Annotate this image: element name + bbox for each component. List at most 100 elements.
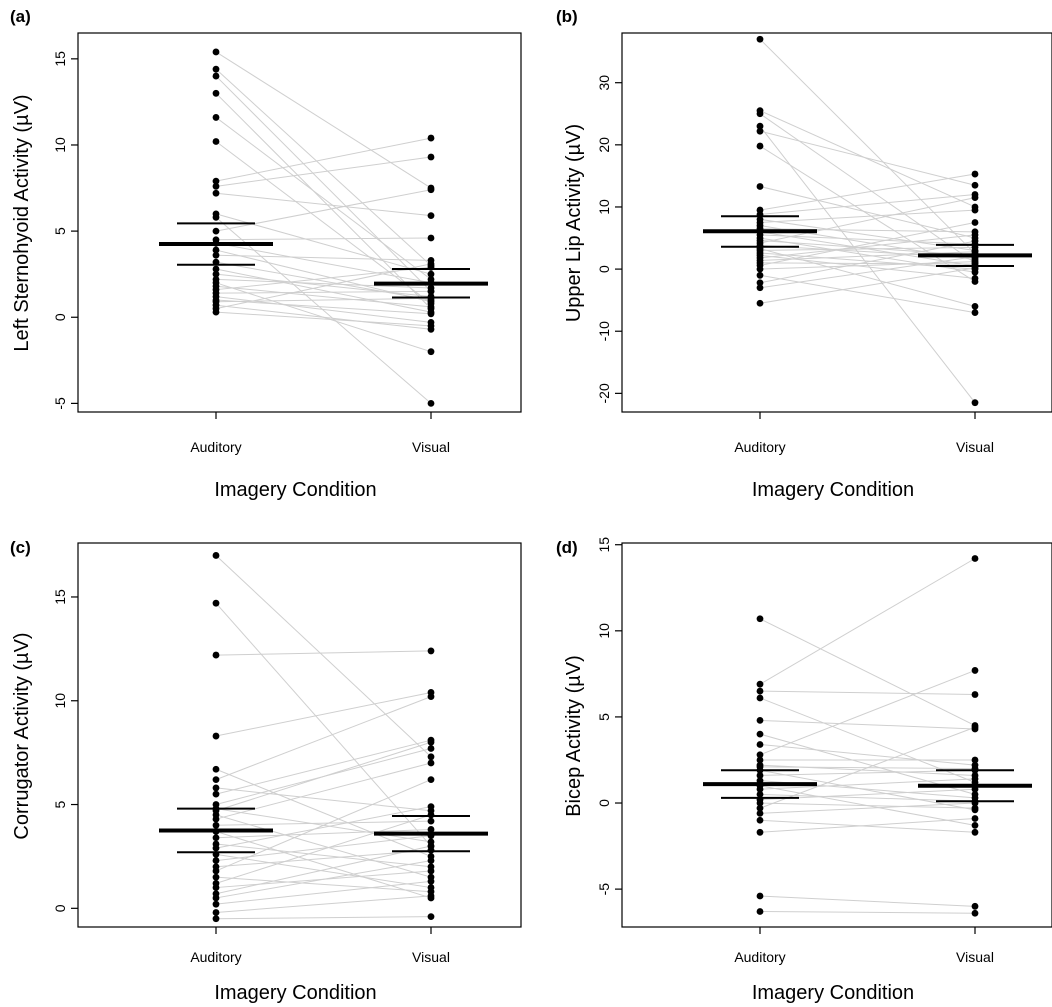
data-point-auditory	[756, 751, 764, 759]
data-point-auditory	[756, 142, 764, 150]
pair-line	[215, 691, 432, 737]
data-point-auditory	[756, 799, 764, 807]
data-point-visual	[427, 826, 435, 833]
pair-line	[759, 743, 976, 766]
pair-line	[759, 251, 976, 261]
pair-line	[215, 787, 432, 812]
data-point-visual	[427, 759, 435, 767]
data-point-visual	[971, 828, 979, 836]
data-point-auditory	[212, 909, 220, 916]
data-point-visual	[971, 804, 979, 812]
pair-line	[215, 311, 432, 327]
data-point-auditory	[756, 791, 764, 798]
pair-line	[215, 51, 432, 189]
data-point-auditory	[756, 785, 764, 793]
x-axis-title: Imagery Condition	[214, 479, 376, 501]
y-tick-label: 0	[52, 904, 68, 912]
data-point-auditory	[212, 114, 220, 121]
y-tick-label: 20	[596, 137, 612, 153]
pair-line	[215, 156, 432, 187]
x-tick-label-auditory: Auditory	[734, 439, 785, 455]
data-point-auditory	[212, 308, 220, 316]
y-tick-label: 5	[52, 227, 68, 235]
y-axis-title: Left Sternohyoid Activity (µV)	[11, 94, 33, 351]
x-tick-label-visual: Visual	[412, 439, 450, 455]
x-axis-title: Imagery Condition	[752, 479, 914, 501]
pair-line	[759, 173, 976, 211]
data-point-auditory	[756, 908, 764, 915]
data-point-visual	[427, 270, 435, 278]
data-point-visual	[427, 803, 435, 811]
data-point-auditory	[756, 687, 764, 695]
data-point-visual	[971, 909, 979, 917]
data-point-auditory	[756, 680, 764, 688]
pair-line	[215, 278, 432, 289]
y-tick-label: 30	[596, 75, 612, 91]
data-point-auditory	[212, 884, 220, 891]
pair-line	[215, 602, 432, 847]
panel-label: (c)	[10, 538, 31, 557]
pair-line	[759, 778, 976, 790]
pair-line	[215, 290, 432, 294]
pair-line	[215, 189, 432, 232]
data-point-visual	[427, 738, 435, 746]
y-tick-label: 15	[52, 589, 68, 605]
data-point-auditory	[756, 183, 764, 190]
pair-line	[215, 814, 432, 884]
data-point-auditory	[212, 844, 220, 852]
pair-line	[215, 845, 432, 895]
pair-line	[215, 860, 432, 899]
y-axis-title: Bicep Activity (µV)	[563, 655, 585, 817]
pair-line	[215, 254, 432, 261]
data-point-visual	[427, 811, 435, 819]
pair-line	[215, 237, 432, 241]
data-point-visual	[427, 842, 435, 850]
pair-line	[215, 876, 432, 893]
data-point-visual	[427, 348, 435, 356]
data-point-visual	[427, 892, 435, 900]
data-point-visual	[971, 231, 979, 239]
data-point-auditory	[756, 756, 764, 764]
x-tick-label-visual: Visual	[412, 949, 450, 965]
pair-line	[759, 895, 976, 907]
data-point-auditory	[212, 138, 220, 145]
pair-line	[215, 806, 432, 849]
pair-line	[215, 895, 432, 913]
data-point-visual	[427, 857, 435, 864]
pair-line	[759, 234, 976, 259]
data-point-auditory	[756, 741, 764, 748]
pair-line	[759, 818, 976, 833]
pair-line	[215, 261, 432, 301]
data-point-visual	[427, 298, 435, 306]
y-tick-label: 5	[52, 800, 68, 808]
data-point-visual	[427, 693, 435, 700]
data-point-auditory	[212, 48, 220, 56]
x-tick-label-auditory: Auditory	[190, 439, 241, 455]
plot-frame	[621, 542, 1052, 928]
data-point-auditory	[756, 127, 764, 135]
data-point-visual	[427, 322, 435, 330]
y-tick-label: 0	[52, 313, 68, 321]
data-point-auditory	[756, 772, 764, 779]
pair-line	[759, 38, 976, 254]
panel-a: (a) -5 0 5 10 15 Auditory Visual Imagery Conditi…	[10, 7, 522, 501]
pair-line	[759, 130, 976, 186]
data-point-auditory	[212, 189, 220, 197]
data-point-auditory	[212, 834, 220, 842]
data-point-visual	[427, 310, 435, 318]
data-point-visual	[971, 302, 979, 310]
pair-line	[759, 618, 976, 726]
data-point-auditory	[756, 892, 764, 900]
data-point-visual	[427, 776, 435, 784]
data-point-visual	[427, 647, 435, 655]
pair-line	[759, 197, 976, 244]
y-tick-label: -5	[52, 397, 68, 410]
data-point-visual	[427, 867, 435, 875]
data-point-visual	[427, 134, 435, 142]
data-point-auditory	[212, 89, 220, 97]
data-point-visual	[971, 815, 979, 822]
data-point-auditory	[212, 599, 220, 607]
pair-line	[759, 125, 976, 403]
pair-line	[215, 216, 432, 404]
